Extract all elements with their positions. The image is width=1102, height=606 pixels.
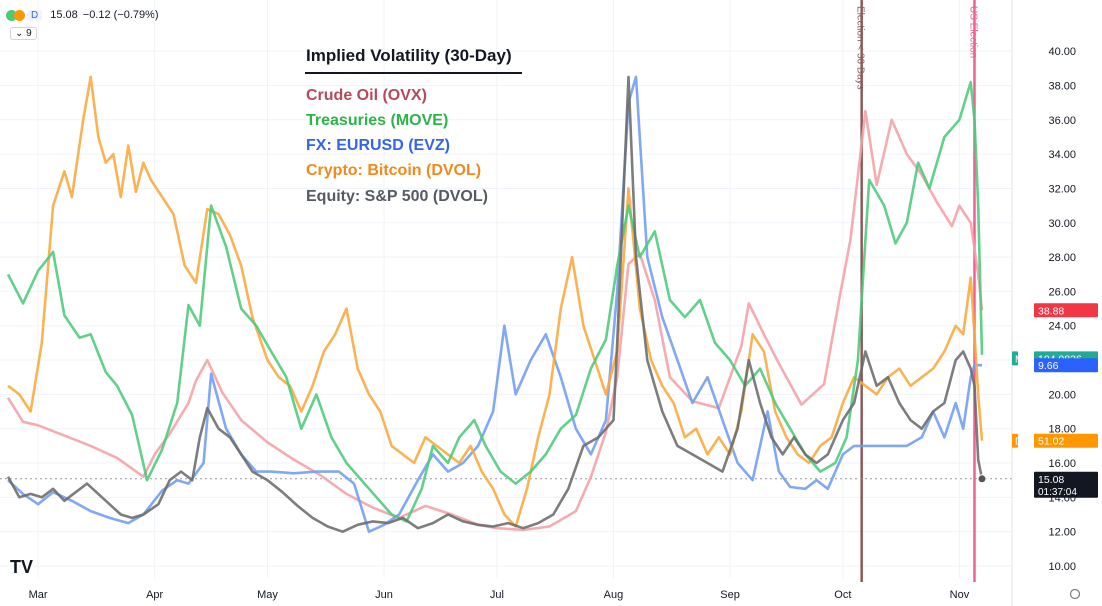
tag-name-bg <box>1012 351 1018 366</box>
price-change: −0.12 (−0.79%) <box>82 9 159 21</box>
chart-grid <box>0 0 1012 578</box>
tag-countdown: 01:37:04 <box>1038 487 1077 498</box>
tag-name: MOVE <box>1015 354 1045 365</box>
x-tick-label: Aug <box>604 589 624 601</box>
legend-equity: Equity: S&P 500 (DVOL) <box>306 188 488 205</box>
tag-name: EVZ <box>1021 361 1040 372</box>
series-line-move <box>6 80 984 523</box>
x-tick-label: Nov <box>950 589 970 601</box>
tag-name: VIX <box>1021 475 1037 486</box>
interval-badge[interactable]: D <box>27 9 43 21</box>
tag-value-bg <box>1034 433 1098 448</box>
price-axis-bg <box>1012 0 1102 606</box>
tag-value: 51.02 <box>1038 436 1064 448</box>
y-tick-label: 26.00 <box>1048 286 1076 298</box>
x-tick-label: May <box>257 589 278 601</box>
tag-name: DVOL <box>1015 437 1043 448</box>
series-line-dvol_btc <box>7 75 984 528</box>
y-tick-label: 24.00 <box>1048 321 1076 333</box>
series-line-ovx <box>6 109 984 532</box>
y-tick-label: 28.00 <box>1048 252 1076 264</box>
x-tick-label: Jul <box>490 589 504 601</box>
tag-value-bg <box>1034 303 1098 318</box>
series-line-vix <box>6 75 984 533</box>
series-lines <box>6 75 987 533</box>
y-tick-label: 34.00 <box>1048 149 1076 161</box>
x-tick-label: Oct <box>834 589 851 601</box>
auto-scale-icon[interactable] <box>1069 588 1081 600</box>
chart-title: Implied Volatility (30-Day) <box>306 46 512 65</box>
legend-ovx: Crude Oil (OVX) <box>306 87 427 104</box>
tradingview-logo[interactable]: TV <box>10 557 33 577</box>
tag-value-bg <box>1034 358 1098 373</box>
y-tick-label: 12.00 <box>1048 527 1076 539</box>
tag-name: OVX <box>1021 306 1042 317</box>
y-tick-label: 20.00 <box>1048 389 1076 401</box>
chart-header: D 15.08 −0.12 (−0.79%) <box>6 9 159 21</box>
tag-name-bg <box>1012 433 1018 448</box>
indicators-collapse-button[interactable]: ⌄ 9 <box>10 27 37 40</box>
y-tick-label: 16.00 <box>1048 458 1076 470</box>
indicator-count: 9 <box>26 28 32 39</box>
vix-last-point <box>977 474 987 484</box>
tag-value: 38.88 <box>1038 305 1064 317</box>
event-label: Election < 30 Days <box>855 6 866 90</box>
price-axis[interactable]: 10.0012.0014.0016.0018.0020.0022.0024.00… <box>1011 0 1102 606</box>
tag-value: 9.66 <box>1038 360 1059 372</box>
time-axis[interactable]: Mar Apr May Jun Jul Aug Sep Oct Nov <box>29 589 970 601</box>
svg-text:TV: TV <box>10 557 33 577</box>
tag-value-bg <box>1034 471 1098 498</box>
x-tick-label: Mar <box>29 589 48 601</box>
market-status-icon <box>6 9 17 21</box>
x-tick-label: Apr <box>146 589 163 601</box>
y-tick-label: 32.00 <box>1048 183 1076 195</box>
legend-dvol-btc: Crypto: Bitcoin (DVOL) <box>306 162 482 179</box>
y-tick-label: 36.00 <box>1048 115 1076 127</box>
chevron-down-icon: ⌄ <box>15 28 24 39</box>
x-tick-label: Sep <box>720 589 740 601</box>
event-label: US Election <box>967 6 978 58</box>
y-tick-label: 18.00 <box>1048 424 1076 436</box>
x-tick-label: Jun <box>375 589 393 601</box>
y-tick-label: 10.00 <box>1048 561 1076 573</box>
title-underline <box>305 72 522 74</box>
legend-move: Treasuries (MOVE) <box>306 112 449 129</box>
data-delay-icon <box>14 9 25 21</box>
y-tick-label: 30.00 <box>1048 218 1076 230</box>
last-value-tags: OVX38.88MOVE104.0836EVZ9.66DVOL51.02VIX1… <box>1012 303 1098 498</box>
tag-value: 15.08 <box>1038 474 1064 486</box>
last-price: 15.08 <box>50 9 78 21</box>
legend-evz: FX: EURUSD (EVZ) <box>306 137 450 154</box>
y-tick-label: 40.00 <box>1048 46 1076 58</box>
y-tick-label: 38.00 <box>1048 80 1076 92</box>
